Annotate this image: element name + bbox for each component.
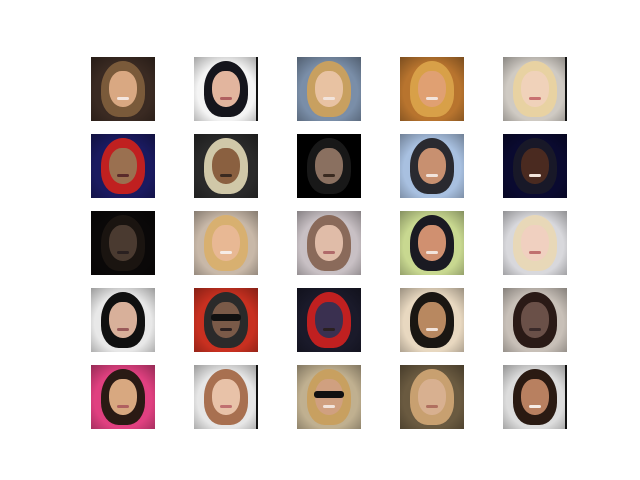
mouth-region <box>117 251 129 254</box>
mouth-region <box>323 328 335 331</box>
face-region <box>418 379 446 415</box>
face-image-r5-c4 <box>400 365 464 429</box>
face-region <box>315 148 343 184</box>
face-region <box>212 148 240 184</box>
mouth-region <box>117 328 129 331</box>
face-region <box>418 302 446 338</box>
face-region <box>109 225 137 261</box>
mouth-region <box>323 174 335 177</box>
face-image-r4-c3 <box>297 288 361 352</box>
face-image-r4-c1 <box>91 288 155 352</box>
mouth-region <box>220 97 232 100</box>
image-grid <box>91 57 567 429</box>
face-image-r3-c5 <box>503 211 567 275</box>
dark-edge-strip <box>565 57 567 121</box>
mouth-region <box>529 174 541 177</box>
face-region <box>315 71 343 107</box>
face-region <box>212 379 240 415</box>
mouth-region <box>220 251 232 254</box>
face-image-r1-c5 <box>503 57 567 121</box>
face-image-r1-c1 <box>91 57 155 121</box>
mouth-region <box>117 405 129 408</box>
sunglasses <box>211 314 241 321</box>
mouth-region <box>323 251 335 254</box>
mouth-region <box>323 97 335 100</box>
mouth-region <box>426 174 438 177</box>
face-image-r1-c4 <box>400 57 464 121</box>
mouth-region <box>426 251 438 254</box>
face-image-r5-c2 <box>194 365 258 429</box>
face-region <box>418 225 446 261</box>
face-region <box>521 225 549 261</box>
mouth-region <box>529 328 541 331</box>
mouth-region <box>117 97 129 100</box>
face-image-r2-c1 <box>91 134 155 198</box>
face-image-r5-c1 <box>91 365 155 429</box>
mouth-region <box>426 405 438 408</box>
face-region <box>212 71 240 107</box>
face-region <box>315 225 343 261</box>
mouth-region <box>323 405 335 408</box>
dark-edge-strip <box>256 365 258 429</box>
face-region <box>212 225 240 261</box>
face-image-r3-c2 <box>194 211 258 275</box>
mouth-region <box>529 251 541 254</box>
face-image-r1-c3 <box>297 57 361 121</box>
face-region <box>521 148 549 184</box>
face-region <box>109 148 137 184</box>
mouth-region <box>426 97 438 100</box>
dark-edge-strip <box>256 57 258 121</box>
face-image-r5-c5 <box>503 365 567 429</box>
face-image-r3-c1 <box>91 211 155 275</box>
face-region <box>315 302 343 338</box>
face-image-r3-c4 <box>400 211 464 275</box>
sunglasses <box>314 391 344 398</box>
face-image-r2-c3 <box>297 134 361 198</box>
mouth-region <box>220 174 232 177</box>
mouth-region <box>220 405 232 408</box>
face-region <box>109 71 137 107</box>
face-image-r1-c2 <box>194 57 258 121</box>
face-image-r4-c5 <box>503 288 567 352</box>
face-image-r2-c5 <box>503 134 567 198</box>
face-region <box>418 148 446 184</box>
mouth-region <box>117 174 129 177</box>
face-region <box>109 379 137 415</box>
mouth-region <box>529 405 541 408</box>
face-image-r2-c2 <box>194 134 258 198</box>
face-image-r4-c2 <box>194 288 258 352</box>
mouth-region <box>529 97 541 100</box>
face-region <box>521 71 549 107</box>
face-region <box>418 71 446 107</box>
face-region <box>521 302 549 338</box>
face-region <box>109 302 137 338</box>
mouth-region <box>220 328 232 331</box>
face-image-r5-c3 <box>297 365 361 429</box>
face-image-r3-c3 <box>297 211 361 275</box>
dark-edge-strip <box>565 365 567 429</box>
face-region <box>521 379 549 415</box>
mouth-region <box>426 328 438 331</box>
face-image-r4-c4 <box>400 288 464 352</box>
face-image-r2-c4 <box>400 134 464 198</box>
